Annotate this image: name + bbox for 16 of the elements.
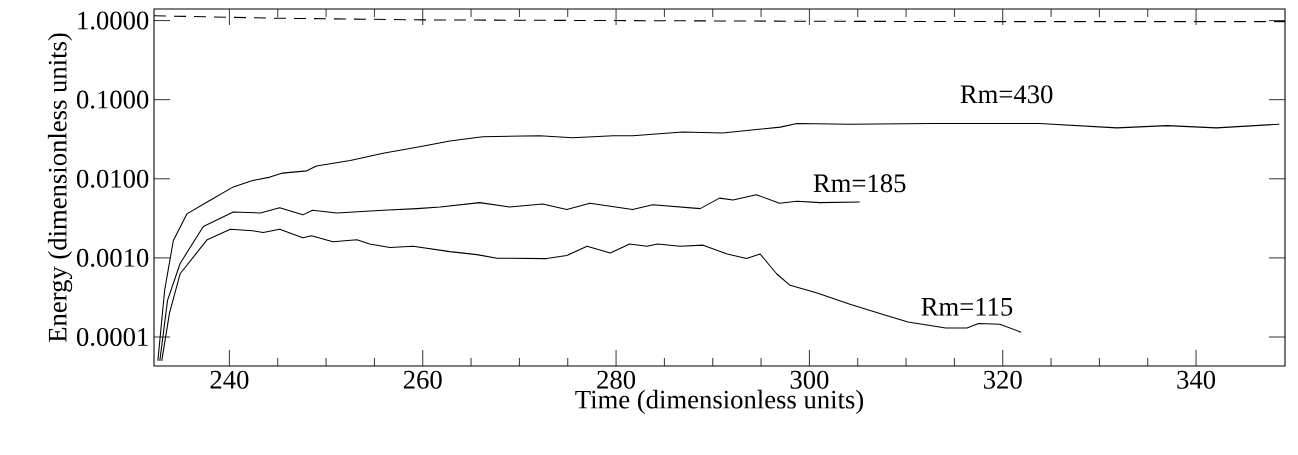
y-tick-label: 0.0010 xyxy=(76,248,149,267)
y-tick-label: 0.1000 xyxy=(76,90,149,109)
x-tick-label: 300 xyxy=(790,370,829,389)
y-tick-label: 0.0001 xyxy=(76,327,148,347)
x-axis-title: Time (dimensionless units) xyxy=(575,389,864,415)
y-axis-title: Energy (dimensionless units) xyxy=(47,33,73,343)
y-tick-label: 1.0000 xyxy=(78,11,149,30)
x-tick-label: 260 xyxy=(403,370,442,389)
x-tick-label: 320 xyxy=(984,370,1022,389)
x-tick-label: 340 xyxy=(1177,370,1216,389)
y-tick-label: 0.0100 xyxy=(76,169,149,188)
x-tick-label: 240 xyxy=(210,370,249,389)
series-label: Rm=185 xyxy=(813,174,906,193)
x-tick-label: 280 xyxy=(597,370,636,389)
series-label: Rm=430 xyxy=(960,85,1053,104)
series-label: Rm=115 xyxy=(921,297,1013,316)
